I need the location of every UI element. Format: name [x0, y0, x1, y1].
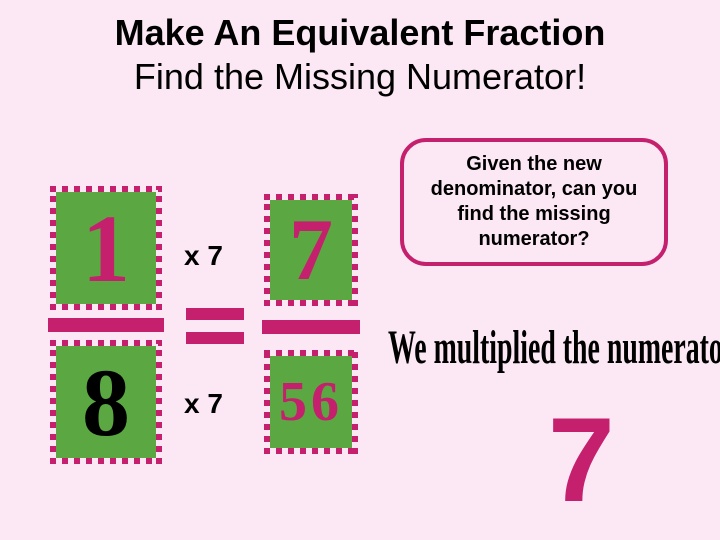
multiplier-top: x 7 [184, 240, 223, 272]
left-numerator-stamp: 1 [56, 192, 156, 304]
equals-top-bar [186, 308, 244, 320]
left-denominator-stamp: 8 [56, 346, 156, 458]
title-line-1: Make An Equivalent Fraction [0, 12, 720, 54]
right-denominator-value: 56 [279, 370, 343, 434]
equals-bottom-bar [186, 332, 244, 344]
explanation-text: We multiplied the numerator [388, 320, 720, 375]
title-line-2: Find the Missing Numerator! [0, 56, 720, 98]
left-fraction-bar [48, 318, 164, 332]
instruction-text: Given the new denominator, can you find … [431, 153, 638, 250]
instruction-bubble: Given the new denominator, can you find … [400, 138, 668, 266]
multiplier-bottom: x 7 [184, 388, 223, 420]
right-numerator-stamp: 7 [270, 200, 352, 300]
right-fraction-bar [262, 320, 360, 334]
right-denominator-stamp: 56 [270, 356, 352, 448]
left-numerator-value: 1 [82, 193, 130, 304]
left-denominator-value: 8 [82, 347, 130, 458]
right-numerator-value: 7 [289, 200, 333, 301]
big-result-number: 7 [548, 400, 615, 520]
